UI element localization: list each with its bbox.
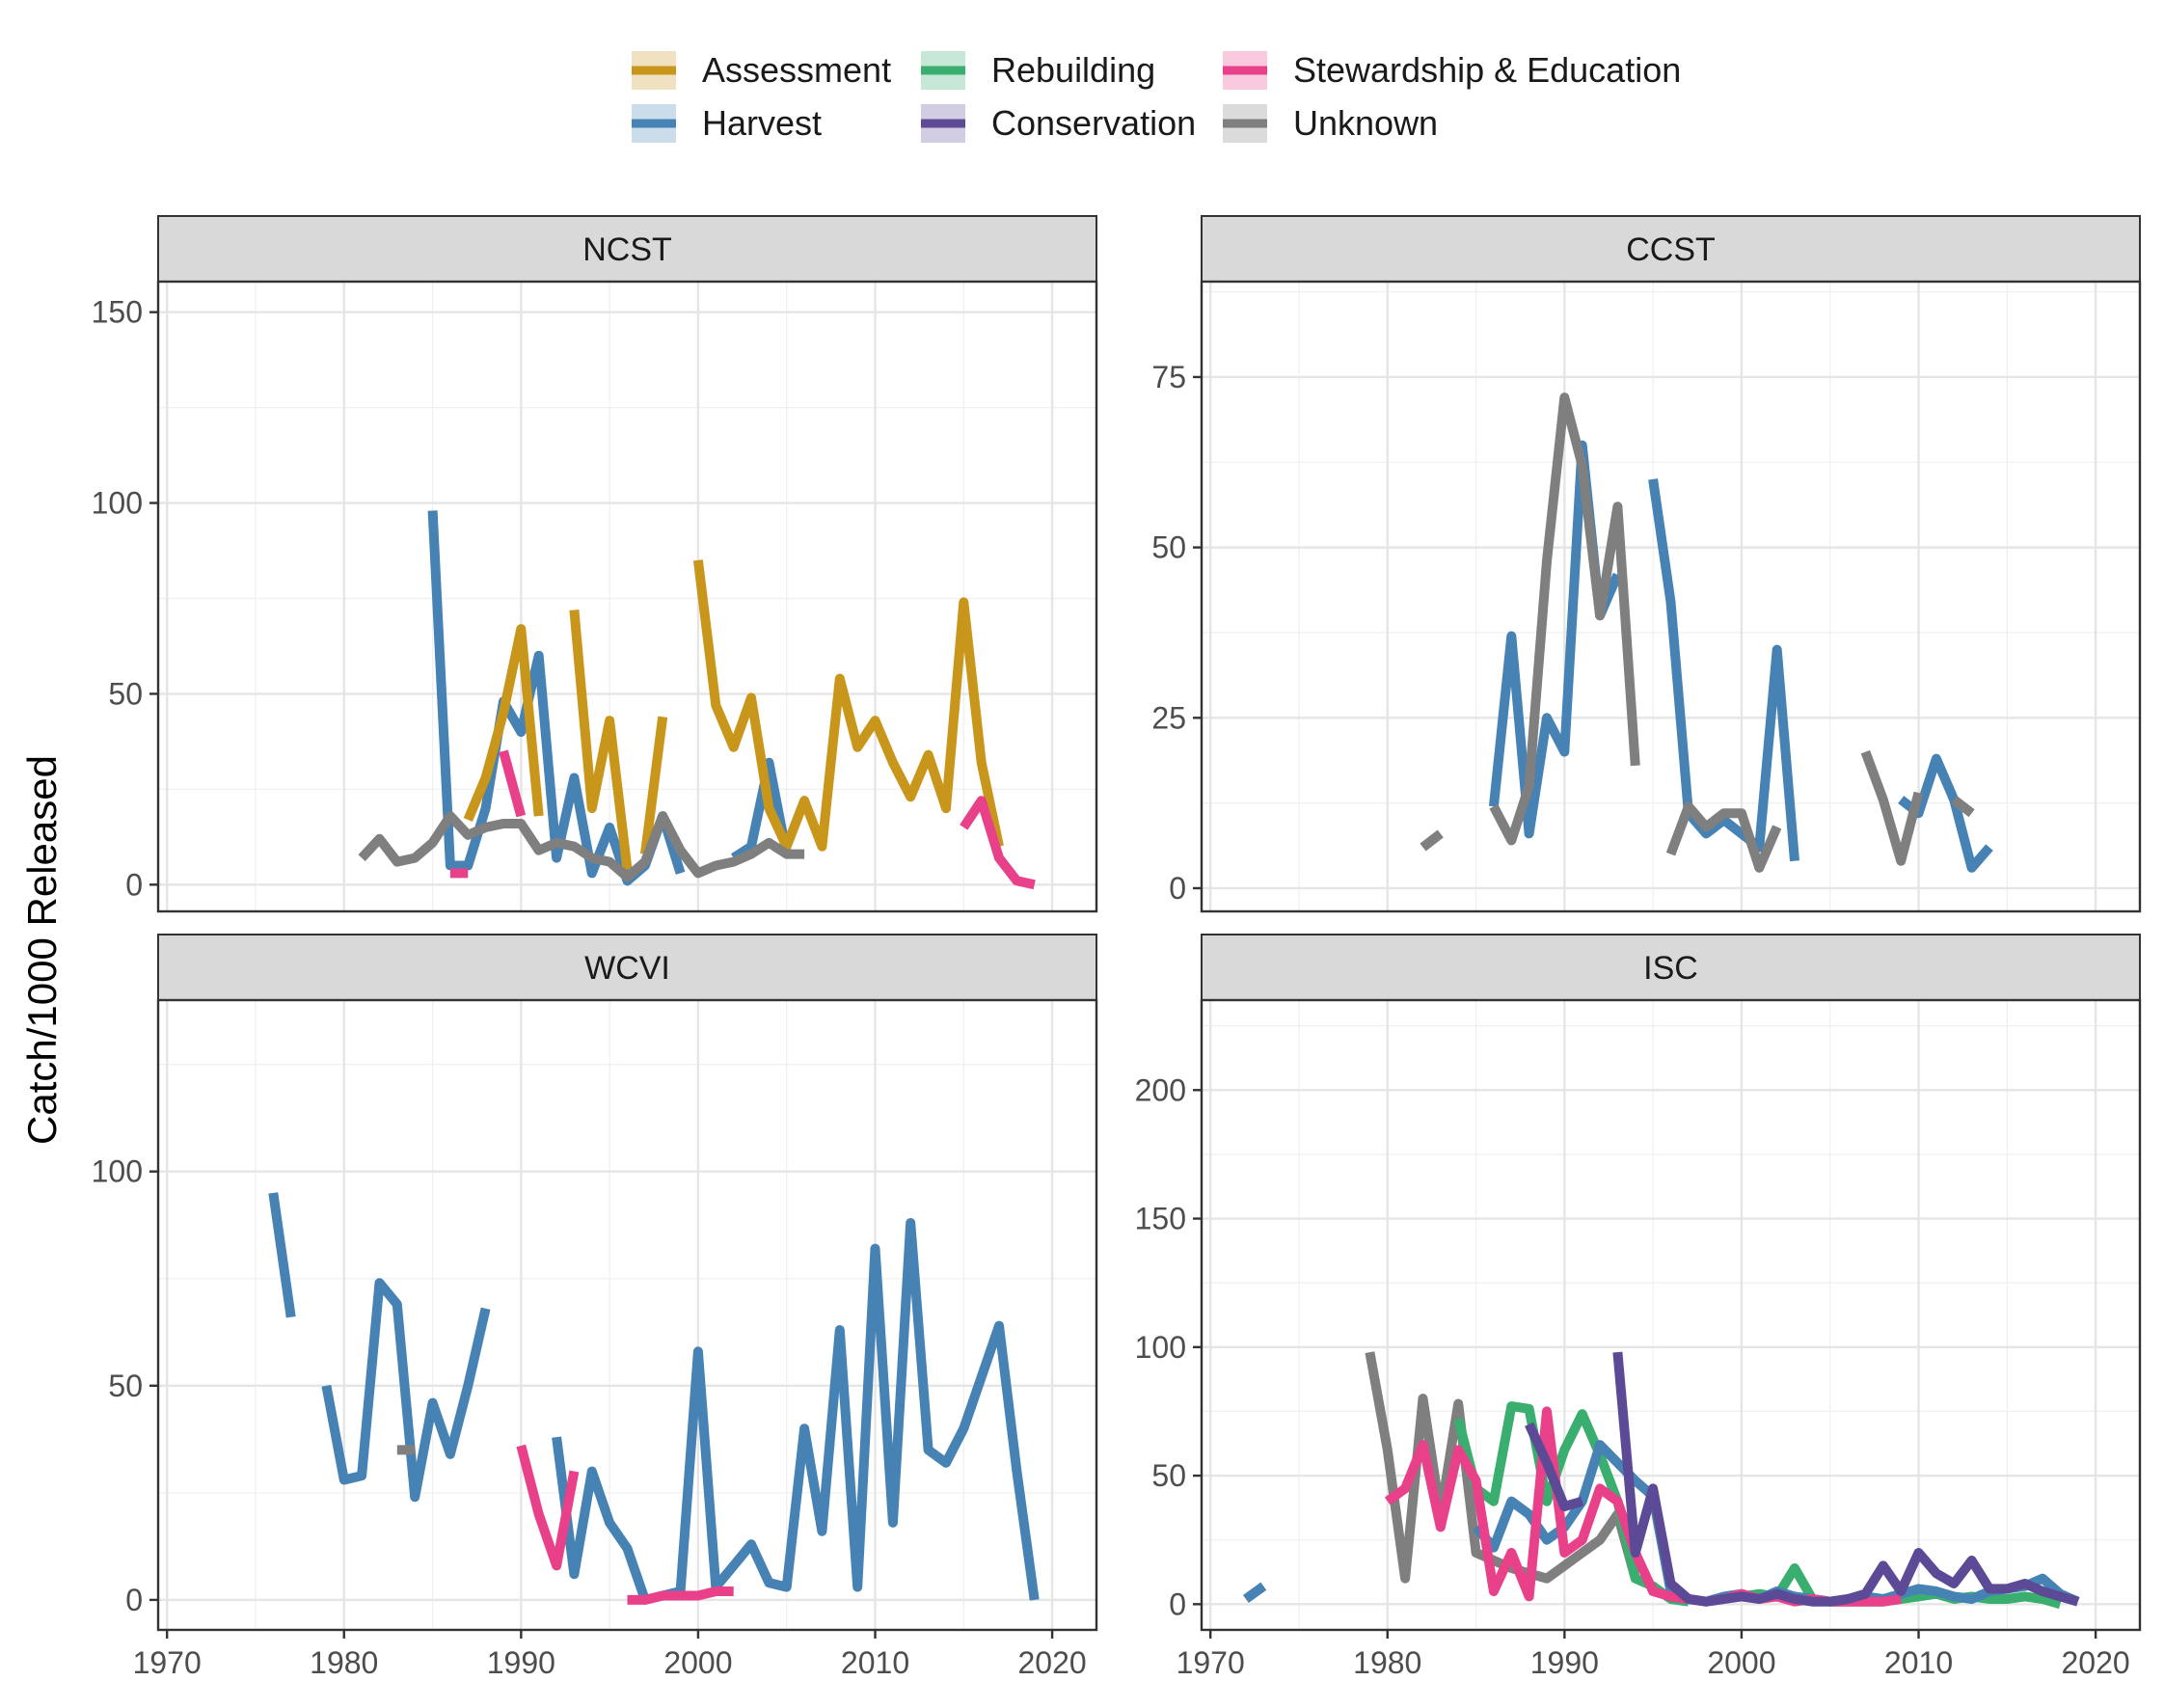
- x-tick-label: 2020: [2062, 1645, 2130, 1680]
- panel-title-ncst: NCST: [582, 231, 672, 268]
- series-line-harvest: [552, 1218, 1040, 1605]
- y-tick-label: 150: [92, 295, 143, 330]
- x-tick-label: 1970: [133, 1645, 202, 1680]
- series-line-stewardship-and-education: [516, 1444, 580, 1571]
- legend-item-assessment: Assessment: [632, 50, 891, 90]
- y-tick-label: 200: [1135, 1072, 1186, 1107]
- panel-strip-ncst: [157, 215, 1097, 283]
- series-line-unknown: [1420, 829, 1444, 852]
- y-tick-label: 50: [108, 676, 143, 711]
- panel-isc: ISC 0 50 100 150 200 1970 1980 1990 2000 2010 2020: [1135, 934, 2142, 1680]
- panel-strip-wcvi: [157, 934, 1097, 1001]
- series-line-harvest: [1242, 1582, 1267, 1604]
- series-line-stewardship-and-education: [960, 796, 1036, 890]
- series-line-unknown: [1665, 801, 1782, 873]
- legend-item-rebuilding: Rebuilding: [921, 50, 1155, 90]
- gridlines-isc: [1202, 1000, 2140, 1630]
- series-line-harvest: [321, 1278, 491, 1503]
- series-line-unknown: [1951, 796, 1975, 818]
- series-line-stewardship-and-education: [627, 1586, 734, 1605]
- legend-label-conservation: Conservation: [991, 103, 1196, 143]
- legend-item-stewardship-and-education: Stewardship & Education: [1223, 50, 1681, 90]
- chart-panels: NCST 0 50 100 150 CCST 0 25 50 75 WCVI 0 50 100 1970 19…: [92, 215, 2142, 1680]
- series-line-unknown: [1860, 749, 1924, 866]
- x-tick-label: 1990: [487, 1645, 555, 1680]
- panel-ccst: CCST 0 25 50 75: [1151, 215, 2142, 913]
- y-tick-label: 50: [1151, 530, 1186, 565]
- y-tick-label: 0: [1169, 1586, 1186, 1621]
- x-tick-label: 2000: [1707, 1645, 1775, 1680]
- gridlines-ccst: [1202, 282, 2140, 911]
- panel-strip-isc: [1201, 934, 2141, 1001]
- series-line-conservation: [1612, 1351, 2080, 1607]
- panel-wcvi: WCVI 0 50 100 1970 1980 1990 2000 2010 2020: [92, 934, 1098, 1680]
- plot-area-isc: [1202, 1000, 2140, 1630]
- legend-label-harvest: Harvest: [702, 103, 822, 143]
- panel-strip-ccst: [1201, 215, 2141, 283]
- legend-item-harvest: Harvest: [632, 103, 822, 143]
- series-line-assessment: [639, 716, 668, 855]
- gridlines-wcvi: [158, 1000, 1096, 1630]
- panel-border-ccst: [1200, 280, 2142, 913]
- y-tick-label: 0: [125, 867, 143, 902]
- legend-label-rebuilding: Rebuilding: [991, 50, 1155, 90]
- y-tick-label: 0: [1169, 871, 1186, 906]
- legend: Assessment Harvest Rebuilding Conservation S…: [632, 50, 1681, 143]
- x-tick-label: 1980: [310, 1645, 378, 1680]
- panel-title-ccst: CCST: [1626, 231, 1716, 268]
- x-tick-label: 2010: [1884, 1645, 1953, 1680]
- series-line-harvest: [268, 1192, 296, 1318]
- legend-label-unknown: Unknown: [1293, 103, 1438, 143]
- series-lines-ncst: [358, 510, 1036, 890]
- legend-label-stewardship-and-education: Stewardship & Education: [1293, 50, 1681, 90]
- panel-border-isc: [1200, 998, 2142, 1632]
- series-line-assessment: [569, 609, 633, 871]
- series-lines-isc: [1242, 1351, 2080, 1610]
- plot-area-wcvi: [158, 1000, 1096, 1630]
- x-tick-label: 2020: [1018, 1645, 1087, 1680]
- legend-item-conservation: Conservation: [921, 103, 1196, 143]
- x-tick-label: 1980: [1353, 1645, 1421, 1680]
- x-tick-label: 1970: [1177, 1645, 1245, 1680]
- x-tick-label: 2010: [841, 1645, 909, 1680]
- panel-title-isc: ISC: [1643, 950, 1698, 987]
- series-line-unknown: [358, 811, 805, 882]
- y-tick-label: 100: [92, 1154, 143, 1189]
- plot-area-ncst: [158, 282, 1096, 911]
- series-line-assessment: [692, 559, 1004, 852]
- y-tick-label: 50: [108, 1369, 143, 1403]
- legend-label-assessment: Assessment: [702, 50, 891, 90]
- x-tick-label: 1990: [1530, 1645, 1599, 1680]
- series-line-assessment: [463, 624, 544, 822]
- series-lines-wcvi: [268, 1192, 1040, 1605]
- panel-border-wcvi: [156, 998, 1098, 1632]
- y-tick-label: 100: [1135, 1330, 1186, 1365]
- series-line-unknown: [1489, 393, 1640, 846]
- y-tick-label: 75: [1151, 360, 1186, 394]
- x-tick-label: 2000: [663, 1645, 732, 1680]
- y-axis-label: Catch/1000 Released: [19, 755, 65, 1145]
- y-tick-label: 150: [1135, 1202, 1186, 1236]
- y-tick-label: 0: [125, 1583, 143, 1617]
- panel-title-wcvi: WCVI: [584, 950, 670, 987]
- panel-border-ncst: [156, 280, 1098, 913]
- panel-ncst: NCST 0 50 100 150: [92, 215, 1098, 913]
- series-line-conservation: [1525, 1422, 1584, 1512]
- y-tick-label: 50: [1151, 1458, 1186, 1493]
- series-lines-ccst: [1420, 393, 1993, 873]
- y-tick-label: 100: [92, 486, 143, 521]
- series-line-stewardship-and-education: [499, 749, 527, 818]
- series-line-harvest: [730, 757, 792, 862]
- y-tick-label: 25: [1151, 700, 1186, 735]
- legend-item-unknown: Unknown: [1223, 103, 1438, 143]
- series-line-harvest: [1648, 478, 1799, 862]
- gridlines-ncst: [158, 282, 1096, 911]
